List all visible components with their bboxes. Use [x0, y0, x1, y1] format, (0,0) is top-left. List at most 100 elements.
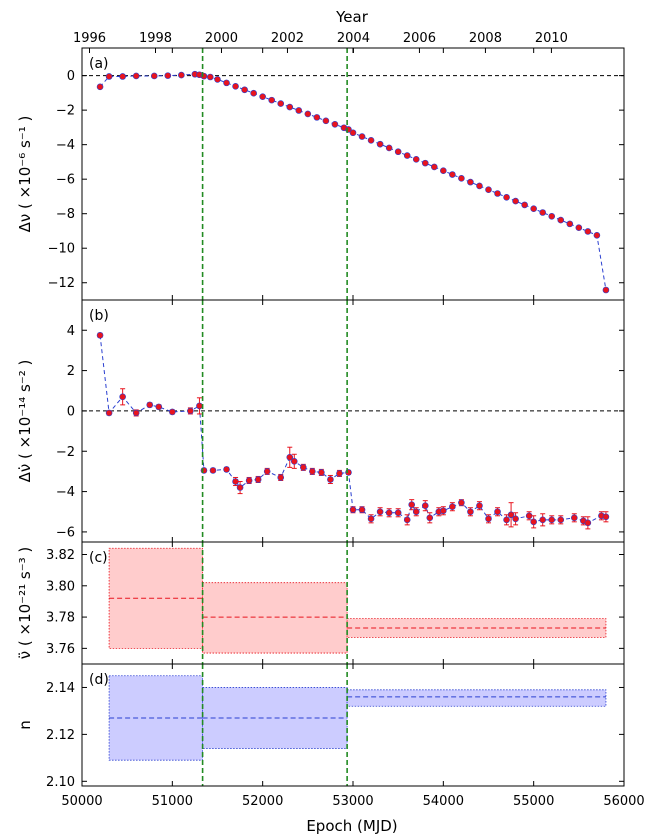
- x-tick-label: 51000: [152, 794, 193, 809]
- data-point: [286, 103, 294, 111]
- data-point: [512, 515, 519, 523]
- data-point: [290, 458, 298, 465]
- year-tick-label: 2000: [205, 31, 238, 46]
- year-axis-label: Year: [335, 8, 369, 26]
- data-point: [232, 83, 239, 90]
- data-point: [313, 114, 321, 121]
- data-point: [548, 212, 556, 220]
- data-point: [494, 190, 501, 197]
- series-line-b: [99, 335, 607, 524]
- data-point: [367, 515, 375, 523]
- data-point: [593, 231, 601, 239]
- y-axis-label-d: n: [16, 720, 34, 730]
- y-axis-label-c: ν̈ ( ×10⁻²¹ s⁻³ ): [16, 547, 34, 660]
- data-point: [331, 120, 339, 128]
- y-tick-label: 0: [67, 404, 75, 419]
- data-point: [394, 509, 402, 517]
- data-point: [254, 476, 262, 483]
- data-point: [530, 518, 537, 526]
- panel-b: [81, 299, 625, 543]
- data-point: [430, 163, 438, 171]
- panel-d: [81, 663, 625, 787]
- data-point: [385, 144, 393, 152]
- band-d-0: [108, 675, 203, 761]
- data-point: [376, 508, 384, 516]
- data-point: [358, 133, 366, 140]
- data-point: [169, 408, 176, 416]
- x-tick-label: 53000: [332, 794, 373, 809]
- data-point: [485, 186, 492, 194]
- y-tick-label: −6: [56, 173, 75, 188]
- data-point: [146, 401, 154, 409]
- y-tick-label: −12: [48, 276, 75, 291]
- data-point: [132, 409, 140, 417]
- data-point: [150, 72, 158, 80]
- y-tick-label: −2: [56, 104, 75, 119]
- series-line-a: [99, 73, 607, 291]
- data-point: [295, 107, 303, 114]
- data-point: [385, 509, 393, 517]
- data-point: [223, 79, 230, 87]
- data-point: [187, 407, 194, 415]
- data-point: [412, 156, 420, 163]
- y-tick-label: 0: [67, 69, 75, 84]
- y-tick-label: 3.78: [46, 611, 75, 626]
- data-point: [300, 464, 307, 471]
- data-point: [304, 110, 312, 118]
- data-point: [277, 474, 285, 481]
- data-point: [263, 468, 271, 475]
- y-tick-label: −10: [48, 242, 75, 257]
- x-tick-label: 54000: [423, 794, 464, 809]
- data-point: [250, 89, 257, 97]
- panel-c: [81, 541, 625, 665]
- year-tick-label: 2008: [469, 31, 502, 46]
- y-tick-label: −6: [56, 525, 75, 540]
- data-point: [440, 167, 447, 175]
- y-tick-label: −4: [56, 485, 75, 500]
- year-tick-label: 2004: [337, 31, 370, 46]
- data-point: [119, 393, 126, 401]
- data-point: [376, 140, 384, 148]
- epoch-axis-label: Epoch (MJD): [306, 817, 397, 835]
- data-point: [412, 508, 420, 516]
- data-point: [530, 205, 537, 212]
- y-tick-label: 3.76: [46, 642, 75, 657]
- data-point: [327, 476, 334, 483]
- data-point: [119, 73, 126, 80]
- data-point: [467, 508, 474, 516]
- y-tick-label: 2.14: [46, 681, 75, 696]
- data-point: [245, 477, 253, 484]
- band-c-1: [202, 582, 348, 654]
- year-tick-label: 1998: [139, 31, 172, 46]
- data-point: [503, 194, 510, 201]
- data-point: [557, 216, 565, 224]
- data-point: [512, 197, 519, 205]
- y-tick-label: 4: [67, 324, 75, 339]
- data-point: [155, 403, 163, 411]
- panel-label-c: (c): [89, 550, 108, 566]
- data-point: [96, 331, 104, 339]
- data-point: [349, 129, 357, 137]
- data-point: [403, 152, 411, 159]
- data-point: [476, 182, 483, 190]
- panel-frame-a: [81, 47, 625, 301]
- data-point: [421, 159, 429, 167]
- data-point: [507, 511, 515, 519]
- data-point: [358, 506, 366, 514]
- data-point: [349, 506, 357, 514]
- data-point: [571, 514, 578, 522]
- data-point: [367, 137, 375, 144]
- data-point: [105, 73, 113, 80]
- data-point: [602, 513, 610, 521]
- data-point: [421, 502, 429, 510]
- y-tick-label: −8: [56, 207, 75, 222]
- panel-label-d: (d): [89, 672, 109, 688]
- data-point: [132, 72, 140, 80]
- data-point: [602, 286, 610, 294]
- data-point: [196, 402, 203, 410]
- x-tick-label: 56000: [603, 794, 644, 809]
- data-point: [584, 228, 592, 235]
- year-tick-label: 2006: [403, 31, 436, 46]
- data-point: [521, 201, 528, 209]
- data-point: [394, 148, 402, 156]
